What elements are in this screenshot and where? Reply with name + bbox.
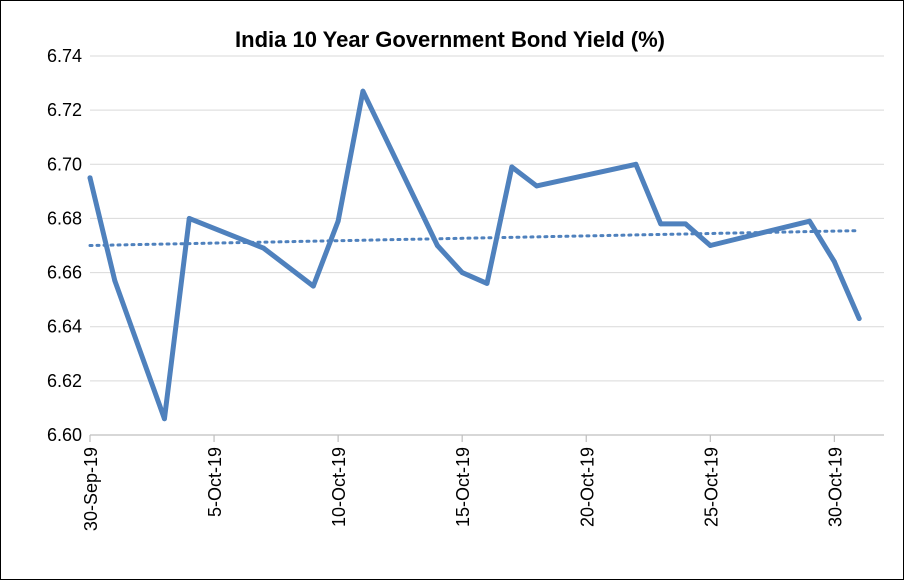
data-point [707, 243, 713, 248]
data-point [633, 161, 639, 167]
data-point [261, 245, 267, 251]
data-point [831, 259, 837, 265]
data-point [335, 218, 341, 224]
data-point [459, 270, 465, 275]
x-axis-tick-labels: 30-Sep-19 5-Oct-19 10-Oct-19 15-Oct-19 20-Oc… [81, 447, 845, 531]
x-tick-label: 20-Oct-19 [577, 447, 597, 527]
data-point [310, 283, 316, 289]
axes [89, 434, 884, 442]
x-tick-label: 15-Oct-19 [453, 447, 473, 527]
series-line [87, 88, 862, 422]
data-point [534, 183, 540, 189]
y-tick-label: 6.60 [47, 425, 82, 445]
y-axis-tick-labels: 6.60 6.62 6.64 6.66 6.68 6.70 6.72 6.74 [47, 46, 82, 445]
gridlines [90, 55, 884, 382]
chart-title: India 10 Year Government Bond Yield (%) [235, 27, 665, 52]
data-point [658, 221, 664, 227]
y-tick-label: 6.72 [47, 100, 82, 120]
trendline [88, 229, 861, 247]
data-point [683, 221, 688, 227]
data-point [162, 416, 167, 422]
y-tick-label: 6.68 [47, 208, 82, 228]
data-point [112, 278, 118, 284]
data-point [509, 164, 515, 170]
data-point [186, 216, 192, 221]
series-group [87, 88, 862, 422]
x-tick-label: 25-Oct-19 [701, 447, 721, 527]
y-tick-label: 6.64 [47, 317, 82, 337]
trendline-group [88, 229, 861, 247]
y-tick-label: 6.66 [47, 263, 82, 283]
x-tick-label: 10-Oct-19 [329, 447, 349, 527]
data-point [434, 243, 440, 248]
x-tick-label: 5-Oct-19 [205, 447, 225, 517]
x-tick-label: 30-Sep-19 [81, 447, 101, 531]
y-tick-label: 6.70 [47, 154, 82, 174]
data-point [807, 218, 812, 224]
x-tick-label: 30-Oct-19 [825, 447, 845, 527]
data-point [484, 281, 490, 286]
data-point [87, 175, 93, 181]
y-tick-label: 6.62 [47, 371, 82, 391]
data-point [360, 88, 366, 94]
data-point [856, 316, 862, 321]
y-tick-label: 6.74 [47, 46, 82, 66]
